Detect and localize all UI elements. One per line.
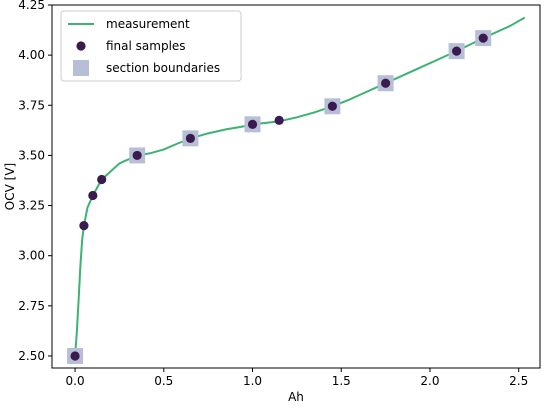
final-sample-point: [327, 101, 337, 111]
legend-label: section boundaries: [106, 61, 220, 75]
final-sample-point: [79, 221, 89, 231]
y-tick-label: 3.25: [18, 199, 45, 213]
x-tick-label: 1.5: [332, 374, 351, 388]
final-sample-point: [70, 351, 80, 361]
final-sample-point: [97, 174, 107, 185]
y-axis-label: OCV [V]: [3, 163, 17, 210]
legend-section-boundaries-swatch: [73, 60, 89, 76]
y-tick-label: 2.50: [18, 349, 45, 363]
y-tick-label: 2.75: [18, 299, 45, 313]
x-tick-label: 2.5: [509, 374, 528, 388]
plot-frame: [51, 4, 541, 369]
x-axis-label: Ah: [288, 390, 304, 404]
final-sample-point: [451, 46, 462, 56]
final-sample-point: [478, 33, 488, 43]
axes: 0.0 0.5 1.0 1.5 2.0 2.5 2.50 2.75 3.00 3.25 3.50 3.…: [3, 0, 541, 404]
y-tick-label: 3.00: [18, 249, 45, 263]
x-tick-label: 0.0: [66, 374, 85, 388]
y-tick-label: 4.00: [18, 48, 45, 62]
x-tick-label: 0.5: [154, 374, 173, 388]
final-sample-point: [185, 133, 196, 143]
legend-final-samples-swatch: [76, 41, 86, 51]
final-sample-point: [88, 190, 98, 201]
measurement-line: [74, 17, 526, 357]
final-sample-point: [381, 78, 391, 88]
x-tick-label: 1.0: [243, 374, 262, 388]
final-sample-point: [274, 115, 284, 125]
legend: measurement final samples section boundari…: [60, 10, 242, 82]
legend-label: measurement: [106, 17, 190, 31]
final-sample-point: [132, 150, 142, 161]
final-sample-point: [247, 119, 258, 129]
y-tick-label: 3.75: [18, 98, 45, 112]
y-tick-label: 4.25: [18, 0, 45, 12]
legend-box: [60, 10, 242, 82]
legend-label: final samples: [106, 39, 186, 53]
y-tick-label: 3.50: [18, 148, 45, 162]
plot-area: [67, 17, 526, 364]
x-tick-label: 2.0: [420, 374, 439, 388]
